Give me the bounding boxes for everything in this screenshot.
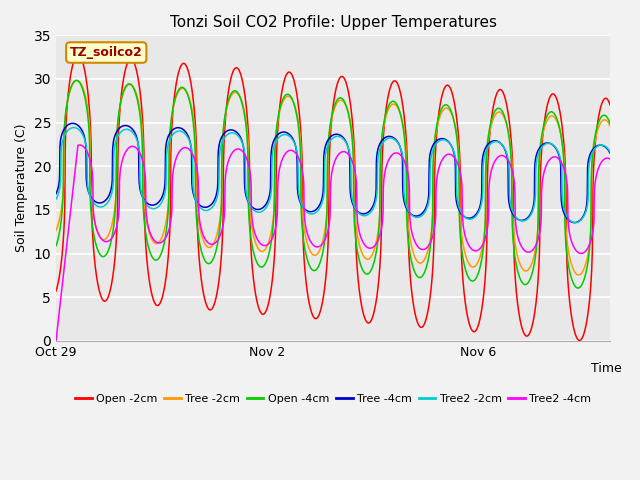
- Legend: Open -2cm, Tree -2cm, Open -4cm, Tree -4cm, Tree2 -2cm, Tree2 -4cm: Open -2cm, Tree -2cm, Open -4cm, Tree -4…: [70, 389, 596, 408]
- Title: Tonzi Soil CO2 Profile: Upper Temperatures: Tonzi Soil CO2 Profile: Upper Temperatur…: [170, 15, 497, 30]
- X-axis label: Time: Time: [591, 362, 621, 375]
- Text: TZ_soilco2: TZ_soilco2: [70, 46, 143, 59]
- Y-axis label: Soil Temperature (C): Soil Temperature (C): [15, 124, 28, 252]
